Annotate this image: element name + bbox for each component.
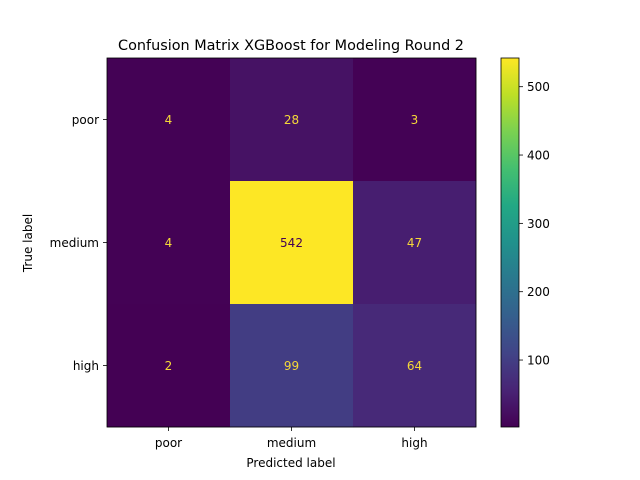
heatmap-cell	[107, 181, 231, 305]
heatmap-cell	[353, 58, 477, 182]
colorbar-tick-label: 200	[527, 285, 550, 299]
y-tick-label: medium	[50, 236, 99, 250]
x-tick-label: poor	[155, 436, 182, 450]
heatmap-cell	[230, 181, 354, 305]
cell-value-label: 2	[165, 359, 173, 373]
y-tick-label: poor	[72, 113, 99, 127]
cell-value-label: 28	[284, 113, 299, 127]
colorbar-tick-label: 300	[527, 217, 550, 231]
cell-value-label: 542	[280, 236, 303, 250]
heatmap-cell	[230, 58, 354, 182]
chart-title: Confusion Matrix XGBoost for Modeling Ro…	[118, 38, 464, 54]
y-axis-label: True label	[21, 214, 35, 273]
x-tick-label: medium	[267, 436, 316, 450]
cell-value-label: 64	[407, 359, 422, 373]
colorbar-tick-label: 400	[527, 149, 550, 163]
cell-value-label: 3	[411, 113, 419, 127]
heatmap-cell-labels: 4 28 3 4 542 47 2 99 64	[165, 113, 422, 373]
heatmap-cell	[353, 304, 477, 428]
y-axis-ticks: poor medium high	[50, 113, 107, 373]
cell-value-label: 47	[407, 236, 422, 250]
heatmap-cell	[107, 58, 231, 182]
heatmap-cells	[107, 58, 477, 428]
cell-value-label: 4	[165, 113, 173, 127]
x-axis-ticks: poor medium high	[155, 427, 428, 450]
heatmap-cell	[353, 181, 477, 305]
cell-value-label: 99	[284, 359, 299, 373]
x-tick-label: high	[401, 436, 427, 450]
heatmap-cell	[107, 304, 231, 428]
colorbar-tick-label: 100	[527, 354, 550, 368]
y-tick-label: high	[73, 359, 99, 373]
heatmap-cell	[230, 304, 354, 428]
colorbar-tick-label: 500	[527, 80, 550, 94]
cell-value-label: 4	[165, 236, 173, 250]
colorbar	[500, 57, 520, 428]
colorbar-ticks: 100 200 300 400 500	[519, 80, 550, 368]
x-axis-label: Predicted label	[246, 456, 335, 470]
